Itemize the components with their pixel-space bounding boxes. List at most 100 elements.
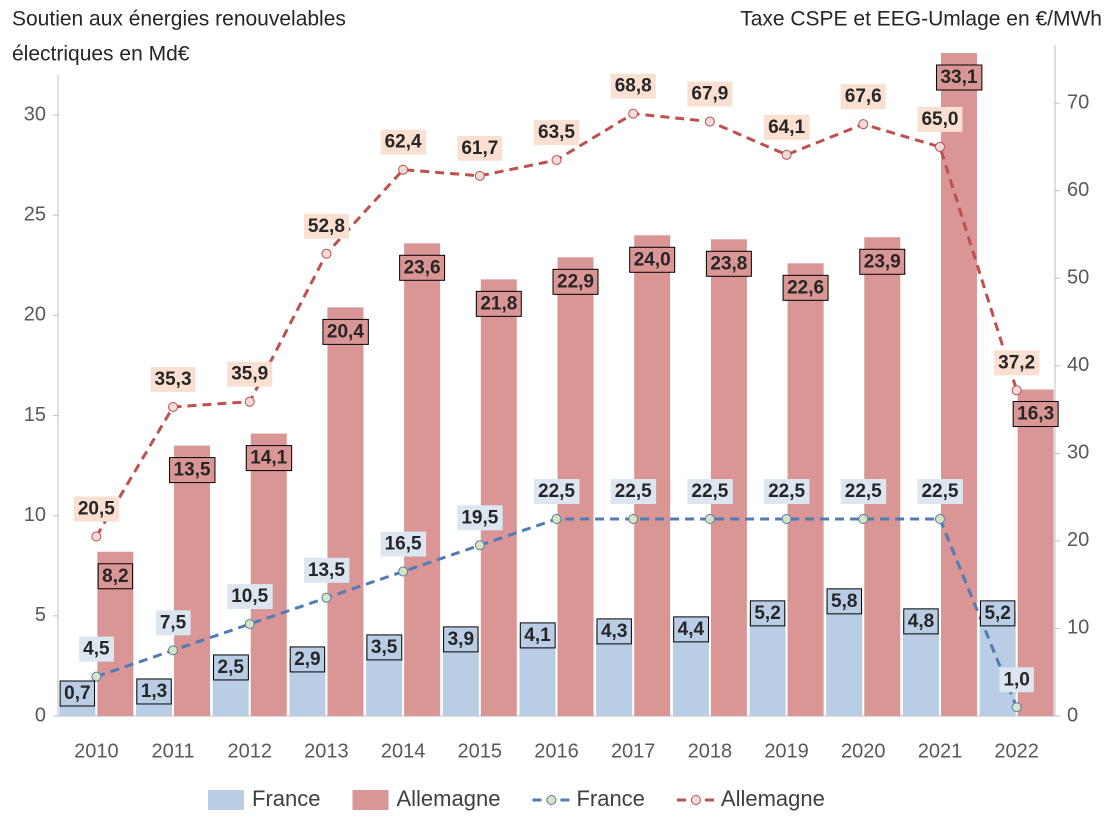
x-tick-label: 2016: [534, 740, 579, 762]
legend-label: Allemagne: [396, 786, 500, 811]
y2-axis-title: Taxe CSPE et EEG-Umlage en €/MWh: [740, 8, 1102, 31]
label-box: [534, 120, 580, 146]
y2-tick-label: 40: [1067, 354, 1089, 376]
line-marker: [781, 149, 792, 160]
bar: [826, 599, 863, 716]
data-label: 0,7: [64, 683, 90, 704]
bar: [327, 307, 364, 716]
legend-label: France: [252, 786, 320, 811]
label-box: [782, 274, 829, 301]
line-label: 22,5: [764, 479, 810, 505]
line-label: 22,5: [534, 479, 580, 505]
label-box: [826, 588, 862, 615]
data-label: 10,5: [231, 586, 268, 607]
label-box: [59, 680, 96, 707]
label-box: [227, 584, 273, 610]
data-label: 20,5: [78, 499, 115, 520]
data-label: 22,5: [845, 481, 882, 502]
label-box: [917, 479, 963, 505]
line-label: 13,5: [303, 557, 350, 583]
bar-label: 24,0: [629, 246, 676, 273]
bar: [174, 445, 211, 716]
label-box: [673, 616, 710, 643]
data-label: 68,8: [615, 76, 652, 97]
label-box: [303, 213, 349, 239]
bar-label: 13,5: [169, 457, 216, 484]
bar: [1017, 389, 1054, 716]
line-label: 61,7: [457, 135, 503, 161]
bar-label: 5,2: [749, 600, 786, 627]
bar-label: 14,1: [245, 445, 293, 472]
line-marker: [168, 645, 179, 656]
bar-label: 22,6: [782, 274, 829, 301]
line-marker: [551, 155, 562, 166]
label-box: [534, 479, 580, 505]
y2-tick-label: 30: [1067, 442, 1089, 464]
x-tick-label: 2018: [688, 740, 733, 762]
y2-tick-label: 20: [1067, 529, 1089, 551]
label-box: [596, 618, 632, 645]
line-label: 52,8: [303, 213, 349, 239]
bar-label: 33,1: [935, 64, 983, 91]
y-tick-label: 10: [24, 504, 46, 526]
data-label: 4,3: [601, 621, 627, 642]
bar-label: 21,8: [475, 290, 522, 317]
data-label: 5,2: [984, 603, 1010, 624]
line-label: 67,9: [687, 81, 733, 107]
bar-label: 16,3: [1012, 401, 1059, 428]
label-box: [764, 479, 810, 505]
bar: [749, 611, 786, 716]
data-label: 24,0: [634, 249, 671, 270]
line-marker: [1011, 702, 1022, 713]
bar: [902, 619, 939, 716]
bar-label: 4,8: [903, 608, 939, 635]
line-label: 64,1: [764, 114, 810, 140]
data-label: 35,9: [231, 364, 268, 385]
bar: [250, 433, 287, 716]
data-label: 22,5: [615, 481, 652, 502]
bar: [672, 627, 709, 716]
label-box: [457, 135, 503, 161]
label-box: [150, 366, 196, 392]
x-tick-label: 2015: [458, 740, 503, 762]
label-box: [155, 610, 191, 636]
bar-label: 2,5: [213, 654, 249, 681]
line-label: 22,5: [610, 479, 657, 505]
y2-tick-label: 70: [1067, 91, 1089, 113]
label-box: [519, 622, 556, 649]
label-box: [859, 248, 906, 275]
line-label: 67,6: [840, 84, 886, 110]
data-label: 4,5: [83, 639, 110, 660]
label-box: [79, 636, 114, 662]
label-box: [289, 646, 326, 673]
line-label: 22,5: [687, 479, 733, 505]
line-marker: [398, 164, 409, 175]
line-marker: [244, 619, 255, 630]
x-tick-label: 2013: [304, 740, 349, 762]
bar: [480, 279, 517, 716]
y2-tick-label: 60: [1067, 179, 1089, 201]
line-marker: [474, 540, 485, 551]
label-box: [399, 254, 446, 281]
line-marker: [168, 401, 179, 412]
label-box: [979, 600, 1016, 627]
line-marker: [91, 671, 102, 682]
line-marker: [321, 248, 332, 259]
data-label: 4,4: [678, 619, 705, 640]
x-tick-label: 2017: [611, 740, 656, 762]
line-marker: [704, 116, 715, 127]
data-label: 8,2: [102, 566, 128, 587]
line-marker: [934, 141, 945, 152]
bar: [634, 235, 671, 717]
label-box: [213, 654, 249, 681]
data-label: 5,2: [754, 603, 780, 624]
label-box: [457, 505, 503, 531]
line-marker: [474, 170, 485, 181]
bar-label: 1,3: [136, 678, 172, 705]
label-box: [443, 626, 479, 653]
line-marker: [704, 514, 715, 525]
label-box: [903, 608, 939, 635]
bar-label: 4,3: [596, 618, 632, 645]
label-box: [610, 73, 656, 99]
